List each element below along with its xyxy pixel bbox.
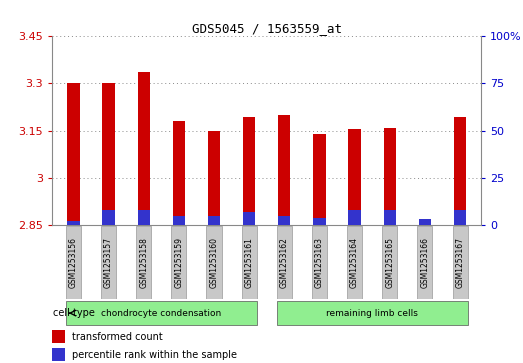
Text: GSM1253167: GSM1253167 bbox=[456, 237, 464, 288]
Bar bbox=[454, 210, 466, 225]
Bar bbox=[173, 216, 185, 225]
Bar bbox=[277, 301, 468, 325]
Bar bbox=[383, 210, 396, 225]
Bar bbox=[419, 219, 431, 225]
Bar bbox=[66, 301, 257, 325]
Text: remaining limb cells: remaining limb cells bbox=[326, 309, 418, 318]
Bar bbox=[52, 330, 65, 343]
Text: GSM1253161: GSM1253161 bbox=[245, 237, 254, 288]
Bar bbox=[207, 226, 222, 299]
Bar bbox=[103, 83, 115, 225]
Bar bbox=[347, 226, 362, 299]
Text: cell type: cell type bbox=[53, 308, 95, 318]
Text: transformed count: transformed count bbox=[72, 332, 162, 342]
Text: GSM1253162: GSM1253162 bbox=[280, 237, 289, 288]
Bar bbox=[243, 118, 255, 225]
Bar bbox=[313, 217, 326, 225]
Bar bbox=[278, 216, 290, 225]
Bar bbox=[138, 72, 150, 225]
Bar bbox=[348, 210, 361, 225]
Bar bbox=[348, 129, 361, 225]
Text: GSM1253166: GSM1253166 bbox=[420, 237, 429, 288]
Bar bbox=[312, 226, 327, 299]
Bar bbox=[243, 212, 255, 225]
Bar bbox=[173, 121, 185, 225]
Bar bbox=[101, 226, 116, 299]
Bar bbox=[383, 129, 396, 225]
Bar bbox=[419, 219, 431, 225]
Bar bbox=[66, 226, 81, 299]
Title: GDS5045 / 1563559_at: GDS5045 / 1563559_at bbox=[192, 22, 342, 35]
Bar bbox=[278, 115, 290, 225]
Text: percentile rank within the sample: percentile rank within the sample bbox=[72, 350, 236, 360]
Bar bbox=[52, 348, 65, 361]
Bar bbox=[136, 226, 151, 299]
Text: GSM1253160: GSM1253160 bbox=[210, 237, 219, 288]
Bar bbox=[67, 221, 79, 225]
Bar bbox=[242, 226, 257, 299]
Bar bbox=[172, 226, 186, 299]
Bar bbox=[382, 226, 397, 299]
Text: GSM1253163: GSM1253163 bbox=[315, 237, 324, 288]
Text: GSM1253164: GSM1253164 bbox=[350, 237, 359, 288]
Bar bbox=[452, 226, 468, 299]
Bar bbox=[417, 226, 433, 299]
Bar bbox=[208, 131, 220, 225]
Text: GSM1253158: GSM1253158 bbox=[139, 237, 148, 288]
Bar bbox=[138, 210, 150, 225]
Bar bbox=[277, 226, 292, 299]
Bar bbox=[208, 216, 220, 225]
Text: GSM1253165: GSM1253165 bbox=[385, 237, 394, 288]
Bar bbox=[313, 134, 326, 225]
Bar bbox=[103, 210, 115, 225]
Text: GSM1253156: GSM1253156 bbox=[69, 237, 78, 288]
Bar bbox=[67, 83, 79, 225]
Bar bbox=[454, 118, 466, 225]
Text: GSM1253157: GSM1253157 bbox=[104, 237, 113, 288]
Text: chondrocyte condensation: chondrocyte condensation bbox=[101, 309, 221, 318]
Text: GSM1253159: GSM1253159 bbox=[174, 237, 184, 288]
